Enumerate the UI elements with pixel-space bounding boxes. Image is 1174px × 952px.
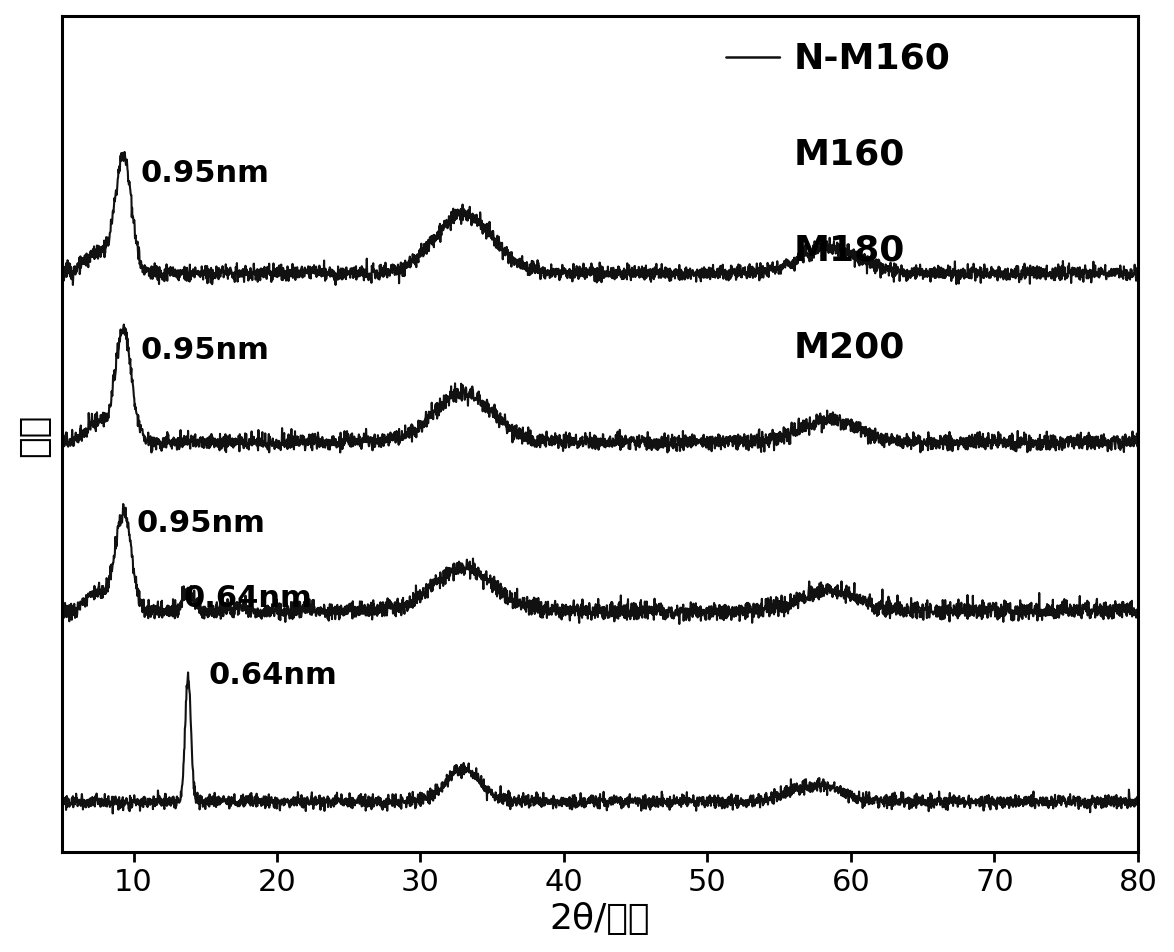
Text: 0.95nm: 0.95nm — [141, 335, 270, 365]
Text: M160: M160 — [794, 137, 905, 171]
Text: 0.95nm: 0.95nm — [141, 159, 270, 188]
Y-axis label: 强度: 强度 — [16, 413, 50, 456]
Text: M200: M200 — [794, 329, 905, 364]
X-axis label: 2θ/角度: 2θ/角度 — [549, 902, 650, 936]
Text: 0.95nm: 0.95nm — [136, 508, 265, 537]
Text: N-M160: N-M160 — [794, 42, 951, 75]
Text: 0.64nm: 0.64nm — [184, 584, 312, 612]
Text: 0.64nm: 0.64nm — [208, 661, 337, 689]
Text: M180: M180 — [794, 233, 905, 268]
